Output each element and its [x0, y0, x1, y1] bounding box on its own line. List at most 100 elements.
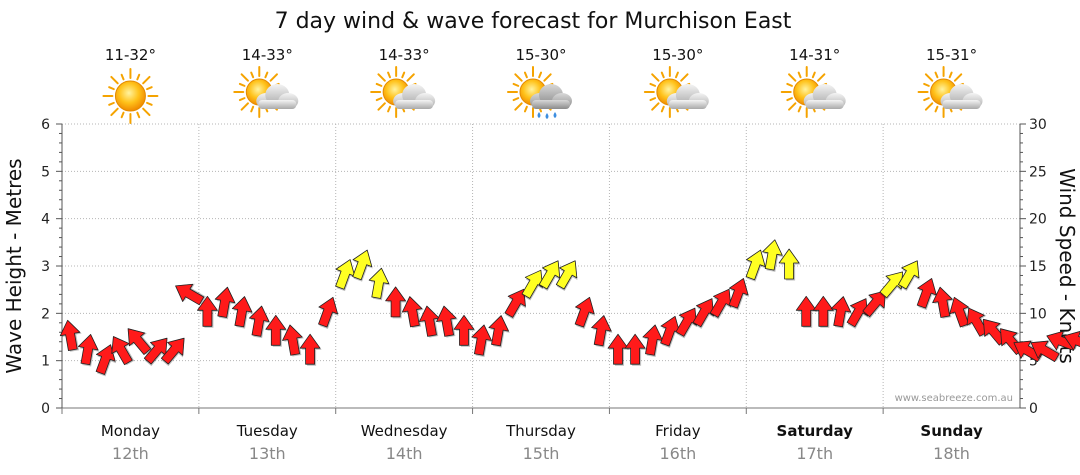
wind-arrow — [127, 328, 153, 355]
wind-arrow — [318, 296, 339, 329]
wind-arrow — [77, 334, 100, 367]
day-name: Thursday — [505, 422, 576, 440]
right-axis-label: Wind Speed - Knots — [1055, 168, 1079, 364]
chart-title: 7 day wind & wave forecast for Murchison… — [275, 9, 792, 34]
partly-cloudy-icon — [643, 66, 709, 118]
partly-cloudy-icon — [917, 66, 983, 118]
right-tick-label: 30 — [1029, 117, 1047, 133]
grid — [62, 123, 1020, 409]
wind-arrow — [624, 333, 647, 366]
wind-arrow — [1030, 340, 1062, 362]
day-name: Tuesday — [236, 422, 298, 440]
cloudy-showers-icon — [507, 66, 572, 119]
weather-icons — [102, 66, 983, 124]
sunny-icon — [102, 68, 159, 124]
day-number: 12th — [112, 444, 149, 463]
left-tick-label: 1 — [41, 354, 50, 370]
wind-arrow — [812, 295, 835, 328]
wind-arrow — [591, 315, 613, 348]
day-number: 18th — [933, 444, 970, 463]
temperature-range: 15-30° — [652, 46, 703, 64]
wind-arrow — [231, 296, 254, 329]
wind-arrow — [488, 315, 510, 348]
temperature-range: 15-31° — [926, 46, 977, 64]
wind-arrow — [175, 283, 206, 306]
wind-arrow — [436, 305, 458, 338]
wind-arrow — [642, 324, 664, 358]
wind-arrow — [846, 298, 869, 329]
wind-arrow — [538, 260, 561, 292]
left-tick-label: 4 — [41, 212, 50, 228]
wind-arrow — [709, 288, 732, 320]
wind-arrow — [95, 344, 117, 377]
wind-arrow — [504, 288, 527, 320]
wind-arrow — [795, 295, 818, 328]
wind-arrow — [692, 298, 715, 329]
right-tick-label: 20 — [1029, 212, 1047, 228]
right-tick-label: 10 — [1029, 306, 1047, 322]
wind-arrows — [59, 239, 1080, 377]
right-tick-label: 5 — [1029, 354, 1038, 370]
wind-arrow — [385, 286, 408, 319]
wind-arrow — [248, 305, 271, 339]
left-axis-label: Wave Height - Metres — [2, 158, 26, 373]
wind-arrow — [196, 295, 219, 328]
wind-arrow — [728, 278, 750, 311]
wind-arrow — [949, 296, 971, 328]
wind-arrow — [932, 286, 955, 319]
temperature-range: 11-32° — [105, 46, 156, 64]
wind-arrow — [574, 296, 596, 329]
wind-arrow — [778, 248, 801, 281]
wind-arrow — [59, 319, 82, 352]
right-tick-label: 25 — [1029, 164, 1047, 180]
left-tick-label: 0 — [41, 401, 50, 417]
wind-arrow — [916, 278, 938, 311]
day-name: Wednesday — [361, 422, 448, 440]
wind-arrow — [471, 324, 493, 358]
day-number: 15th — [523, 444, 560, 463]
wind-arrow — [453, 314, 476, 347]
wind-arrow — [879, 271, 904, 300]
wind-arrow — [214, 286, 237, 320]
day-number: 17th — [796, 444, 833, 463]
wind-arrow — [862, 290, 886, 319]
wind-arrow — [898, 260, 920, 292]
right-tick-label: 0 — [1029, 401, 1038, 417]
temperature-range: 15-30° — [515, 46, 566, 64]
wind-arrow — [282, 324, 304, 357]
left-tick-label: 6 — [41, 117, 50, 133]
wind-arrow — [265, 314, 288, 347]
wind-arrow — [762, 239, 784, 272]
left-tick-label: 2 — [41, 306, 50, 322]
temperature-range: 14-33° — [242, 46, 293, 64]
watermark: www.seabreeze.com.au — [895, 393, 1013, 404]
left-tick-label: 3 — [41, 259, 50, 275]
wind-arrow — [352, 249, 373, 282]
wind-arrow — [745, 249, 767, 282]
day-number: 13th — [249, 444, 286, 463]
day-name: Monday — [101, 422, 160, 440]
wind-arrow — [521, 269, 544, 301]
wind-arrow — [368, 267, 391, 301]
wind-arrow — [401, 296, 424, 329]
day-name: Saturday — [777, 422, 854, 440]
partly-cloudy-icon — [233, 66, 299, 118]
day-number: 14th — [386, 444, 423, 463]
right-tick-label: 15 — [1029, 259, 1047, 275]
wind-arrow — [830, 296, 852, 329]
wind-arrow — [1063, 330, 1080, 351]
wind-arrow — [160, 337, 185, 367]
right-axis: 0 5 10 15 20 25 30 — [1019, 117, 1047, 417]
day-name: Sunday — [920, 422, 983, 440]
left-tick-label: 5 — [41, 164, 50, 180]
day-number: 16th — [659, 444, 696, 463]
temperature-range: 14-33° — [379, 46, 430, 64]
wind-arrow — [675, 307, 698, 339]
temperature-range: 14-31° — [789, 46, 840, 64]
wind-arrow — [555, 260, 578, 292]
left-axis: 0 1 2 3 4 5 6 — [41, 117, 63, 417]
day-name: Friday — [655, 422, 701, 440]
day-labels: Monday 12th Tuesday 13th Wednesday 14th Thursd… — [61, 408, 983, 463]
partly-cloudy-icon — [780, 66, 846, 118]
